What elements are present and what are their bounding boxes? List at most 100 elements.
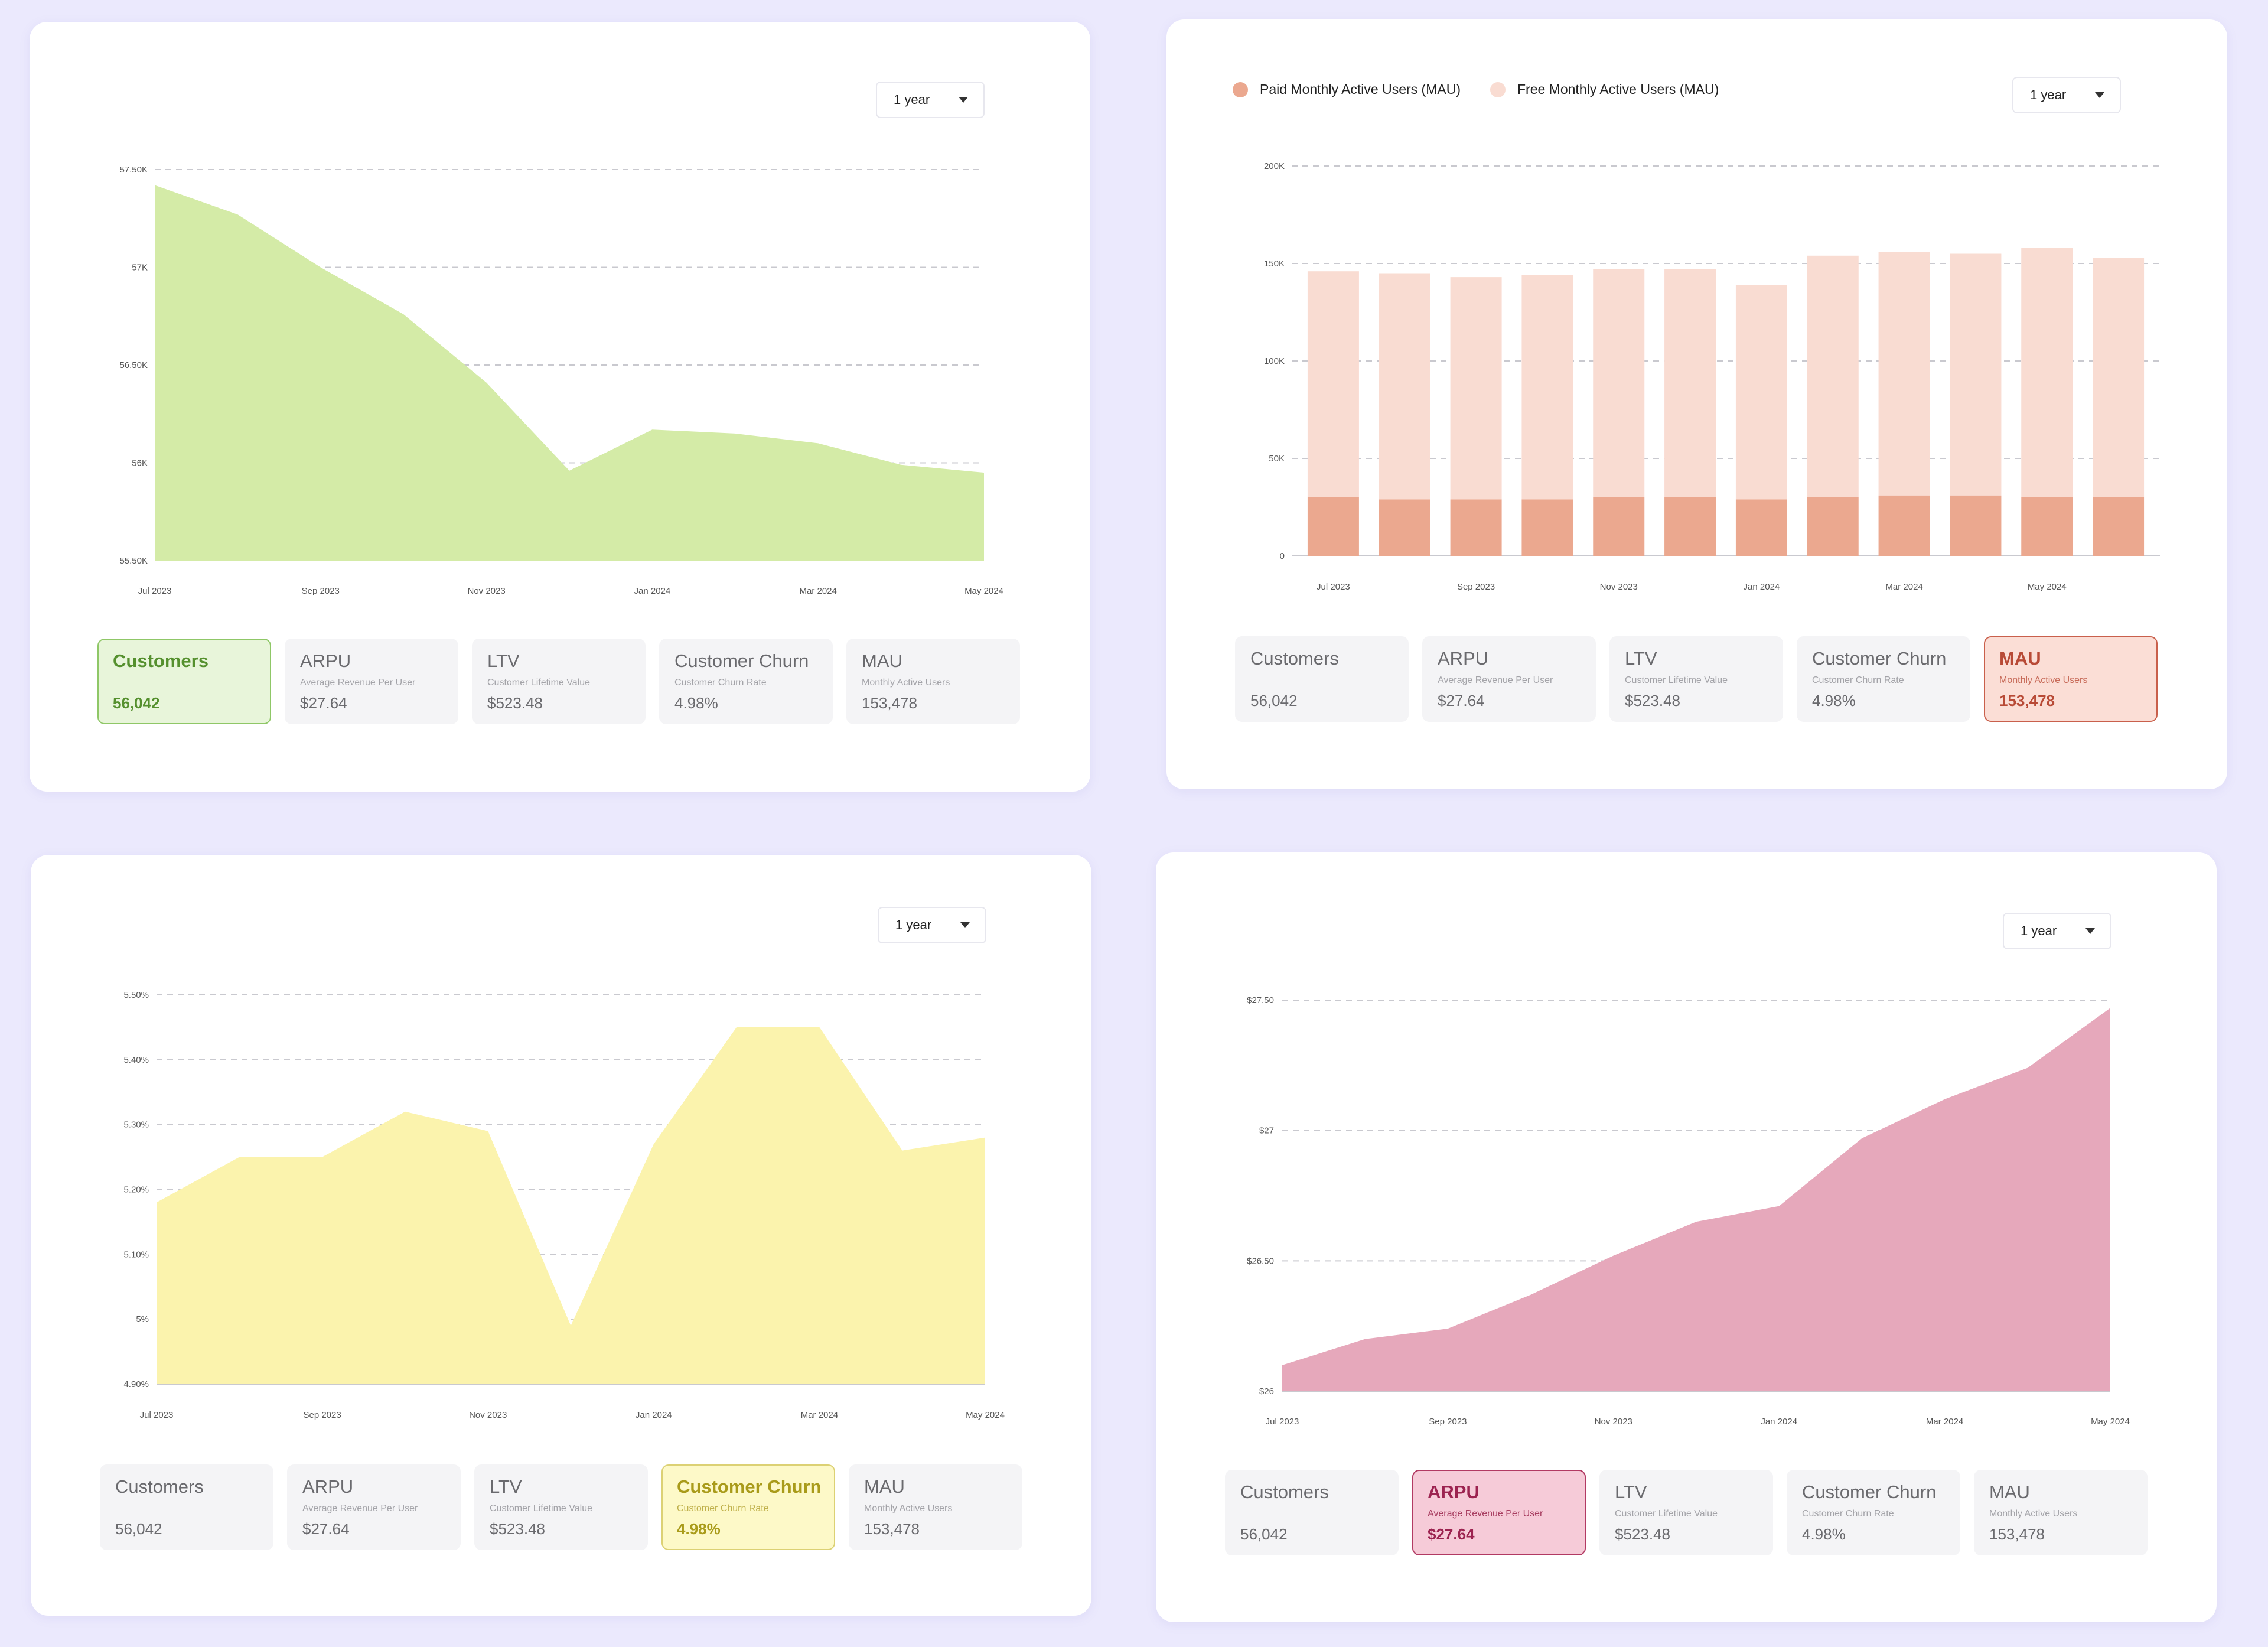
metric-tile-arpu[interactable]: ARPU Average Revenue Per User $27.64 bbox=[1412, 1470, 1586, 1555]
y-tick-label: 4.90% bbox=[123, 1379, 149, 1389]
range-select[interactable]: 1 year bbox=[2003, 913, 2111, 949]
metric-tile-mau[interactable]: MAU Monthly Active Users 153,478 bbox=[849, 1464, 1022, 1550]
x-tick-label: Jul 2023 bbox=[1266, 1417, 1299, 1427]
bar-paid[interactable] bbox=[2093, 497, 2145, 556]
legend-dot-paid bbox=[1233, 82, 1248, 97]
bar-paid[interactable] bbox=[1807, 497, 1859, 556]
chevron-down-icon bbox=[2085, 928, 2095, 934]
x-tick-label: Nov 2023 bbox=[467, 586, 505, 596]
bar-paid[interactable] bbox=[1521, 499, 1573, 556]
range-select-label: 1 year bbox=[895, 917, 932, 932]
metric-tile-value: 153,478 bbox=[864, 1520, 920, 1538]
range-select[interactable]: 1 year bbox=[2012, 77, 2121, 113]
y-tick-label: $27.50 bbox=[1247, 995, 1274, 1005]
x-tick-label: Jan 2024 bbox=[1744, 582, 1780, 592]
bar-free[interactable] bbox=[1664, 269, 1716, 497]
range-select[interactable]: 1 year bbox=[878, 907, 986, 943]
customers-area-chart: 55.50K 56K 56.50K 57K 57.50K Jul 2023 Sep 2023… bbox=[119, 165, 1003, 596]
bar-free[interactable] bbox=[1878, 252, 1930, 496]
metric-tile-churn[interactable]: Customer Churn Customer Churn Rate 4.98% bbox=[1787, 1470, 1960, 1555]
metric-tile-title: Customer Churn bbox=[1812, 648, 1947, 669]
metric-tile-subtitle: Customer Lifetime Value bbox=[1615, 1509, 1718, 1519]
bar-paid[interactable] bbox=[1379, 499, 1430, 556]
bar-paid[interactable] bbox=[1950, 495, 2002, 556]
y-tick-label: $27 bbox=[1259, 1126, 1274, 1136]
y-tick-label: 50K bbox=[1269, 454, 1285, 464]
metric-tile-customers[interactable]: Customers 56,042 bbox=[100, 1464, 273, 1550]
x-tick-label: Jan 2024 bbox=[634, 586, 671, 596]
metric-tile-ltv[interactable]: LTV Customer Lifetime Value $523.48 bbox=[472, 639, 646, 724]
legend-item-paid[interactable]: Paid Monthly Active Users (MAU) bbox=[1233, 82, 1461, 97]
metric-tile-title: LTV bbox=[1625, 648, 1657, 669]
metric-tile-ltv[interactable]: LTV Customer Lifetime Value $523.48 bbox=[1609, 636, 1783, 722]
bar-free[interactable] bbox=[1450, 277, 1502, 500]
bar-free[interactable] bbox=[1379, 273, 1430, 500]
metric-tile-value: 56,042 bbox=[113, 694, 160, 712]
metric-tile-arpu[interactable]: ARPU Average Revenue Per User $27.64 bbox=[1422, 636, 1596, 722]
bar-paid[interactable] bbox=[1450, 499, 1502, 556]
legend-item-free[interactable]: Free Monthly Active Users (MAU) bbox=[1490, 82, 1719, 97]
metric-tile-customers[interactable]: Customers 56,042 bbox=[97, 639, 271, 724]
y-tick-label: 100K bbox=[1264, 356, 1285, 366]
metric-tile-title: MAU bbox=[1989, 1482, 2030, 1502]
metric-tile-title: LTV bbox=[1615, 1482, 1647, 1502]
y-tick-label: 5.20% bbox=[123, 1185, 149, 1195]
metric-tile-mau[interactable]: MAU Monthly Active Users 153,478 bbox=[846, 639, 1020, 724]
metric-tile-title: Customer Churn bbox=[677, 1476, 822, 1497]
mau-stacked-bar-chart: 0 50K 100K 150K 200K Jul 2023 Sep 2023 Nov 2023… bbox=[1264, 161, 2160, 592]
metric-tile-churn[interactable]: Customer Churn Customer Churn Rate 4.98% bbox=[662, 1464, 835, 1550]
bar-free[interactable] bbox=[2093, 258, 2145, 497]
metric-tile-customers[interactable]: Customers 56,042 bbox=[1225, 1470, 1399, 1555]
bar-paid[interactable] bbox=[2021, 497, 2073, 556]
metric-tile-value: $27.64 bbox=[1438, 692, 1485, 709]
x-tick-label: Sep 2023 bbox=[1429, 1417, 1467, 1427]
bar-free[interactable] bbox=[1807, 255, 1859, 497]
range-select[interactable]: 1 year bbox=[876, 82, 985, 118]
chevron-down-icon bbox=[959, 97, 968, 103]
metric-tile-subtitle: Customer Churn Rate bbox=[674, 678, 767, 688]
metric-tile-ltv[interactable]: LTV Customer Lifetime Value $523.48 bbox=[474, 1464, 648, 1550]
x-tick-label: Nov 2023 bbox=[1600, 582, 1638, 592]
bar-free[interactable] bbox=[2021, 248, 2073, 497]
metric-tile-title: Customer Churn bbox=[674, 650, 809, 671]
metric-tile-arpu[interactable]: ARPU Average Revenue Per User $27.64 bbox=[285, 639, 458, 724]
x-tick-label: Nov 2023 bbox=[1595, 1417, 1632, 1427]
x-tick-label: Mar 2024 bbox=[1926, 1417, 1963, 1427]
metric-tile-title: LTV bbox=[487, 650, 520, 671]
bar-paid[interactable] bbox=[1735, 499, 1787, 556]
metric-tile-subtitle: Average Revenue Per User bbox=[1428, 1509, 1543, 1519]
metric-tile-mau[interactable]: MAU Monthly Active Users 153,478 bbox=[1974, 1470, 2148, 1555]
metric-tiles: Customers 56,042 ARPU Average Revenue Per U… bbox=[1225, 1470, 2148, 1555]
metric-tile-title: Customer Churn bbox=[1802, 1482, 1937, 1502]
bar-free[interactable] bbox=[1307, 271, 1359, 497]
metric-tile-mau[interactable]: MAU Monthly Active Users 153,478 bbox=[1984, 636, 2158, 722]
metric-tile-arpu[interactable]: ARPU Average Revenue Per User $27.64 bbox=[287, 1464, 461, 1550]
bar-paid[interactable] bbox=[1878, 495, 1930, 556]
bar-free[interactable] bbox=[1950, 253, 2002, 496]
bar-paid[interactable] bbox=[1307, 497, 1359, 556]
metric-tile-ltv[interactable]: LTV Customer Lifetime Value $523.48 bbox=[1599, 1470, 1773, 1555]
metric-tile-value: $523.48 bbox=[490, 1520, 545, 1538]
bar-free[interactable] bbox=[1593, 269, 1645, 497]
x-tick-label: Jul 2023 bbox=[138, 586, 172, 596]
bar-free[interactable] bbox=[1521, 275, 1573, 500]
metric-tile-subtitle: Average Revenue Per User bbox=[300, 678, 416, 688]
customers-chart-card: 1 year 55.50K 56K 56.50K 57K 57.50K Jul 2023 S… bbox=[30, 22, 1090, 792]
metric-tile-title: Customers bbox=[1250, 648, 1339, 669]
x-tick-label: May 2024 bbox=[2091, 1417, 2130, 1427]
metric-tile-subtitle: Customer Lifetime Value bbox=[1625, 675, 1728, 685]
x-tick-label: Sep 2023 bbox=[303, 1410, 341, 1420]
y-tick-label: 150K bbox=[1264, 259, 1285, 269]
metric-tile-value: 153,478 bbox=[1989, 1525, 2045, 1543]
metric-tile-churn[interactable]: Customer Churn Customer Churn Rate 4.98% bbox=[659, 639, 833, 724]
metric-tile-customers[interactable]: Customers 56,042 bbox=[1235, 636, 1409, 722]
metric-tile-churn[interactable]: Customer Churn Customer Churn Rate 4.98% bbox=[1797, 636, 1970, 722]
metric-tile-subtitle: Monthly Active Users bbox=[1999, 675, 2088, 685]
area-series bbox=[1282, 1008, 2110, 1391]
metric-tile-subtitle bbox=[1250, 675, 1393, 686]
bar-free[interactable] bbox=[1735, 285, 1787, 500]
x-tick-label: Nov 2023 bbox=[469, 1410, 507, 1420]
bar-paid[interactable] bbox=[1664, 497, 1716, 556]
bar-paid[interactable] bbox=[1593, 497, 1645, 556]
y-tick-label: 5.50% bbox=[123, 990, 149, 1000]
